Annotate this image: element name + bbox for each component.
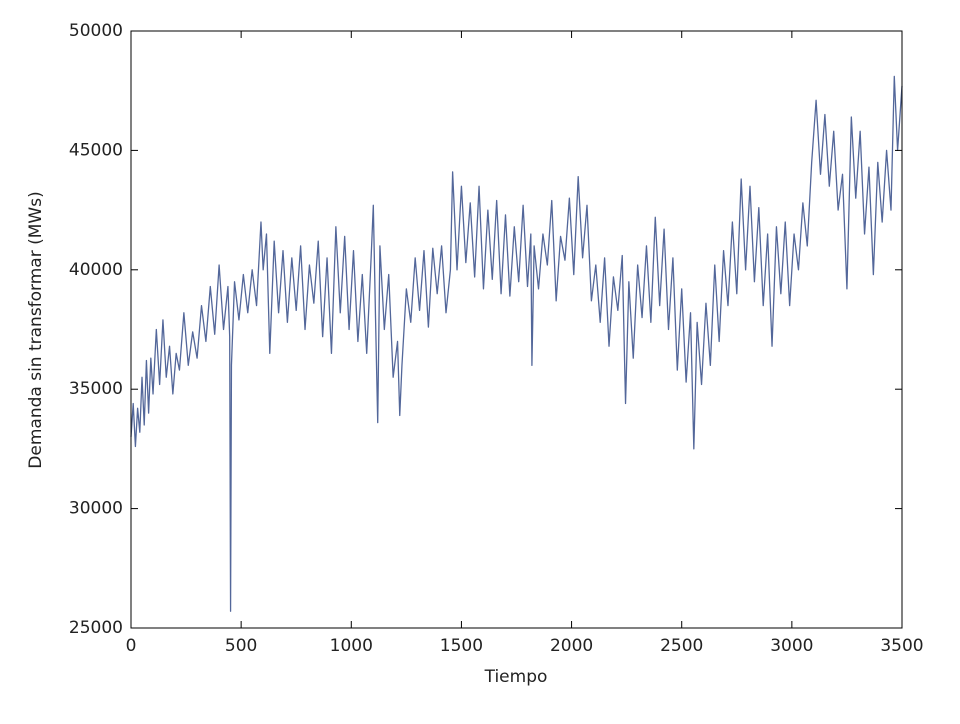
y-tick-label: 25000	[69, 618, 123, 638]
x-tick-label: 500	[225, 636, 257, 656]
x-tick-label: 0	[126, 636, 137, 656]
x-tick-label: 2500	[660, 636, 703, 656]
y-tick-label: 30000	[69, 499, 123, 519]
x-axis-label: Tiempo	[484, 667, 548, 687]
x-tick-label: 1500	[440, 636, 483, 656]
x-tick-label: 1000	[330, 636, 373, 656]
y-tick-label: 35000	[69, 379, 123, 399]
plot-frame	[130, 30, 903, 629]
x-tick-label: 3000	[770, 636, 813, 656]
x-tick-label: 2000	[550, 636, 593, 656]
x-tick-label: 3500	[880, 636, 923, 656]
y-tick-label: 45000	[69, 140, 123, 160]
y-tick-label: 50000	[69, 21, 123, 41]
y-tick-label: 40000	[69, 260, 123, 280]
data-line	[130, 75, 903, 612]
y-axis-label: Demanda sin transformar (MWs)	[26, 191, 46, 468]
